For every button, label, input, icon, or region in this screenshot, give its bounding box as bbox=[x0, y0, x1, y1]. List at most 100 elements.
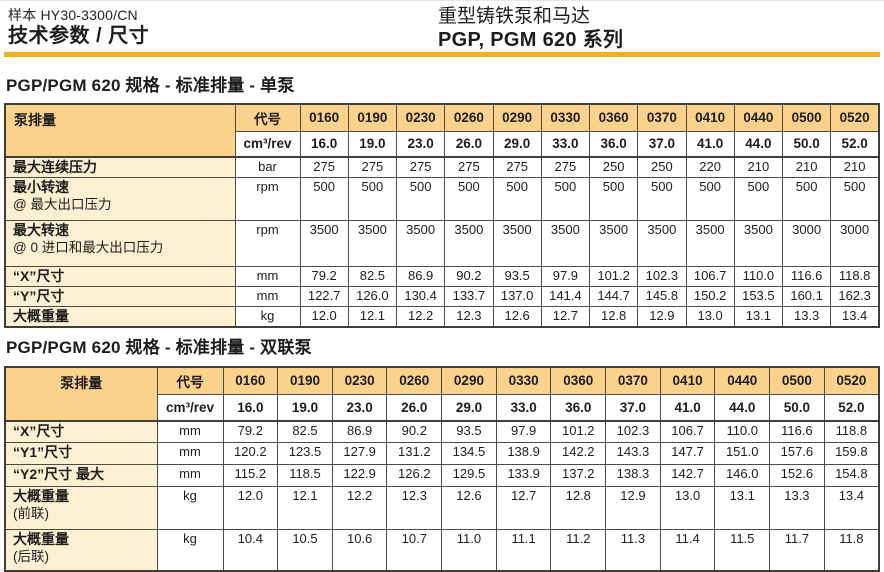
row-label: 大概重量 (后联) bbox=[4, 528, 158, 572]
displacement-cell: 23.0 bbox=[395, 130, 446, 158]
table-row: “X”尺寸 mm 79.2 82.5 86.9 90.2 93.5 97.9 101.2 102.… bbox=[4, 420, 880, 443]
row-label: 最小转速 @ 最大出口压力 bbox=[4, 177, 236, 221]
code-cell: 0360 bbox=[588, 103, 639, 132]
value-cell: 210 bbox=[830, 156, 880, 178]
single-pump-table: 泵排量 代号 0160 0190 0230 0260 0290 0330 0360 0370 0… bbox=[4, 103, 880, 328]
row-label-text: 最大连续压力 bbox=[13, 159, 97, 175]
value-cell: 118.5 bbox=[277, 463, 333, 487]
value-cell: 500 bbox=[781, 177, 832, 221]
value-cell: 3500 bbox=[395, 220, 446, 267]
value-cell: 86.9 bbox=[331, 420, 388, 443]
row-sublabel-text: @ 最大出口压力 bbox=[13, 197, 112, 212]
code-cell: 0190 bbox=[277, 366, 333, 395]
value-cell: 10.6 bbox=[331, 528, 388, 572]
value-cell: 145.8 bbox=[637, 286, 687, 307]
value-cell: 86.9 bbox=[395, 266, 446, 287]
value-cell: 12.8 bbox=[588, 306, 639, 328]
value-cell: 10.7 bbox=[386, 528, 443, 572]
code-cell: 0290 bbox=[492, 103, 542, 132]
value-cell: 12.7 bbox=[540, 306, 591, 328]
value-cell: 11.1 bbox=[495, 528, 552, 572]
value-cell: 275 bbox=[444, 156, 494, 178]
code-cell: 0440 bbox=[733, 103, 784, 132]
unit-cell: rpm bbox=[234, 220, 301, 267]
value-cell: 122.7 bbox=[299, 286, 349, 307]
row-label: 大概重量 (前联) bbox=[4, 485, 158, 530]
value-cell: 157.6 bbox=[769, 441, 825, 465]
value-cell: 118.8 bbox=[823, 420, 880, 443]
value-cell: 12.0 bbox=[222, 485, 279, 530]
row-label-text: 大概重量 bbox=[13, 530, 69, 547]
code-cell: 0330 bbox=[495, 366, 552, 395]
unit-cell: mm bbox=[234, 286, 301, 307]
value-cell: 10.5 bbox=[277, 528, 333, 572]
value-cell: 500 bbox=[637, 177, 687, 221]
value-cell: 138.3 bbox=[605, 463, 661, 487]
row-label: 大概重量 bbox=[4, 306, 236, 328]
value-cell: 118.8 bbox=[830, 266, 880, 287]
value-cell: 82.5 bbox=[347, 266, 398, 287]
displacement-cell: 37.0 bbox=[637, 130, 687, 158]
displacement-cell: 37.0 bbox=[605, 393, 661, 422]
value-cell: 116.6 bbox=[769, 420, 825, 443]
value-cell: 275 bbox=[347, 156, 398, 178]
row-label: “X”尺寸 bbox=[4, 420, 158, 443]
value-cell: 11.3 bbox=[605, 528, 661, 572]
code-cell: 0290 bbox=[441, 366, 497, 395]
value-cell: 12.3 bbox=[444, 306, 494, 328]
table-row: “Y1”尺寸 mm 120.2 123.5 127.9 131.2 134.5 138.9 14… bbox=[4, 441, 880, 465]
value-cell: 12.3 bbox=[386, 485, 443, 530]
row-sublabel-text: (前联) bbox=[13, 505, 49, 521]
code-cell: 0410 bbox=[685, 103, 735, 132]
value-cell: 150.2 bbox=[685, 286, 735, 307]
displacement-cell: 33.0 bbox=[540, 130, 591, 158]
page-title: 技术参数 / 尺寸 bbox=[8, 25, 150, 47]
value-cell: 131.2 bbox=[386, 441, 443, 465]
code-cell: 0160 bbox=[299, 103, 349, 132]
code-cell: 0520 bbox=[830, 103, 880, 132]
value-cell: 500 bbox=[299, 177, 349, 221]
table-row: “X”尺寸 mm 79.2 82.5 86.9 90.2 93.5 97.9 101.2 102.… bbox=[4, 266, 880, 287]
unit-cell: kg bbox=[234, 306, 301, 328]
value-cell: 3500 bbox=[347, 220, 398, 267]
value-cell: 12.8 bbox=[550, 485, 607, 530]
displacement-cell: 41.0 bbox=[685, 130, 735, 158]
value-cell: 12.6 bbox=[441, 485, 497, 530]
value-cell: 11.0 bbox=[441, 528, 497, 572]
value-cell: 129.5 bbox=[441, 463, 497, 487]
value-cell: 13.1 bbox=[714, 485, 771, 530]
value-cell: 133.9 bbox=[495, 463, 552, 487]
displacement-cell: 36.0 bbox=[550, 393, 607, 422]
displacement-cell: 16.0 bbox=[299, 130, 349, 158]
value-cell: 11.8 bbox=[823, 528, 880, 572]
value-cell: 106.7 bbox=[659, 420, 716, 443]
tandem-pump-table: 泵排量 代号 0160 0190 0230 0260 0290 0330 0360 0370 0… bbox=[4, 366, 880, 572]
row-label-text: 大概重量 bbox=[13, 487, 69, 504]
unit-cell: mm bbox=[234, 266, 301, 287]
value-cell: 12.9 bbox=[605, 485, 661, 530]
code-cell: 0190 bbox=[347, 103, 398, 132]
value-cell: 93.5 bbox=[492, 266, 542, 287]
code-cell: 0230 bbox=[331, 366, 388, 395]
value-cell: 500 bbox=[540, 177, 591, 221]
displacement-cell: 23.0 bbox=[331, 393, 388, 422]
value-cell: 12.1 bbox=[347, 306, 398, 328]
displacement-cell: 33.0 bbox=[495, 393, 552, 422]
value-cell: 10.4 bbox=[222, 528, 279, 572]
value-cell: 13.3 bbox=[769, 485, 825, 530]
value-cell: 137.2 bbox=[550, 463, 607, 487]
value-cell: 142.2 bbox=[550, 441, 607, 465]
value-cell: 3500 bbox=[299, 220, 349, 267]
displacement-cell: 26.0 bbox=[386, 393, 443, 422]
value-cell: 159.8 bbox=[823, 441, 880, 465]
row-label: “Y1”尺寸 bbox=[4, 441, 158, 465]
value-cell: 13.4 bbox=[830, 306, 880, 328]
displacement-cell: 52.0 bbox=[830, 130, 880, 158]
displacement-cell: 26.0 bbox=[444, 130, 494, 158]
value-cell: 500 bbox=[685, 177, 735, 221]
code-cell: 0500 bbox=[769, 366, 825, 395]
code-cell: 0500 bbox=[781, 103, 832, 132]
value-cell: 110.0 bbox=[714, 420, 771, 443]
value-cell: 97.9 bbox=[540, 266, 591, 287]
unit-header: cm³/rev bbox=[156, 393, 224, 422]
